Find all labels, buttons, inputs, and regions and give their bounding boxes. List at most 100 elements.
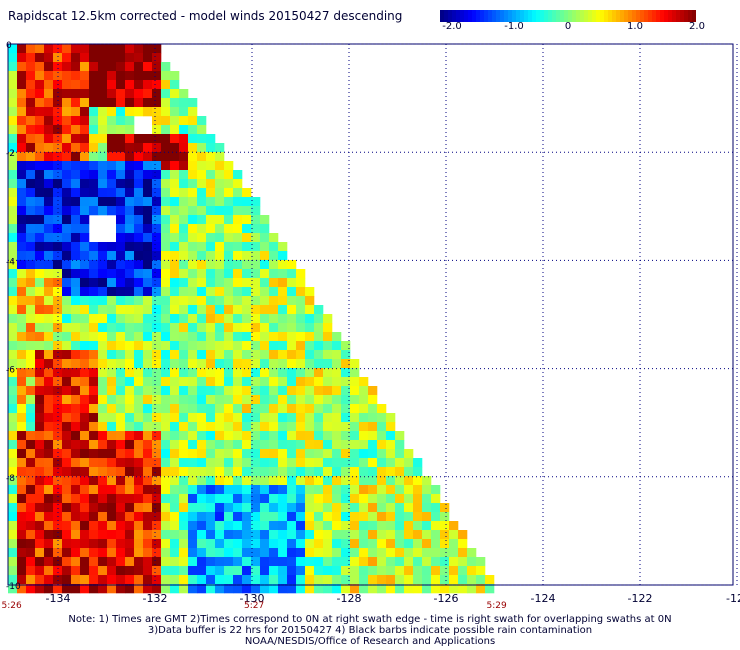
swath-cell: [71, 584, 81, 594]
swath-cell: [359, 557, 369, 567]
swath-cell: [80, 566, 90, 576]
colorbar-segment: [452, 10, 457, 22]
swath-cell: [467, 557, 477, 567]
swath-cell: [161, 269, 171, 279]
swath-cell: [332, 575, 342, 585]
colorbar-segment: [512, 10, 517, 22]
swath-cell: [116, 548, 126, 558]
swath-cell: [44, 179, 54, 189]
colorbar-segment: [552, 10, 557, 22]
swath-cell: [359, 566, 369, 576]
swath-cell: [314, 440, 324, 450]
colorbar-segment: [472, 10, 477, 22]
swath-cell: [53, 539, 63, 549]
swath-cell: [62, 296, 72, 306]
swath-cell: [395, 467, 405, 477]
swath-cell: [143, 521, 153, 531]
swath-cell: [215, 287, 225, 297]
swath-cell: [242, 539, 252, 549]
swath-cell: [8, 62, 18, 72]
swath-cell: [179, 188, 189, 198]
swath-cell: [179, 143, 189, 153]
swath-cell: [242, 260, 252, 270]
swath-cell: [17, 44, 27, 54]
swath-cell: [197, 314, 207, 324]
swath-cell: [116, 287, 126, 297]
swath-cell: [62, 422, 72, 432]
swath-cell: [233, 341, 243, 351]
swath-cell: [341, 350, 351, 360]
swath-cell: [134, 296, 144, 306]
plot-frame: [7, 43, 734, 586]
swath-cell: [8, 89, 18, 99]
colorbar-segment: [644, 10, 649, 22]
swath-cell: [170, 224, 180, 234]
swath-cell: [197, 161, 207, 171]
swath-cell: [71, 53, 81, 63]
swath-cell: [116, 431, 126, 441]
swath-cell: [26, 566, 36, 576]
swath-cell: [422, 548, 432, 558]
swath-cell: [53, 134, 63, 144]
swath-cell: [8, 98, 18, 108]
swath-cell: [278, 368, 288, 378]
swath-cell: [107, 71, 117, 81]
swath-cell: [26, 485, 36, 495]
swath-cell: [44, 404, 54, 414]
swath-cell: [53, 242, 63, 252]
swath-cell: [233, 566, 243, 576]
swath-cell: [287, 386, 297, 396]
swath-cell: [350, 548, 360, 558]
swath-cell: [215, 341, 225, 351]
swath-cell: [71, 476, 81, 486]
swath-cell: [314, 404, 324, 414]
swath-cell: [260, 278, 270, 288]
swath-cell: [197, 287, 207, 297]
swath-cell: [341, 539, 351, 549]
swath-cell: [125, 377, 135, 387]
swath-cell: [125, 134, 135, 144]
swath-cell: [62, 170, 72, 180]
swath-cell: [404, 548, 414, 558]
swath-cell: [341, 422, 351, 432]
swath-cell: [35, 53, 45, 63]
swath-cell: [170, 89, 180, 99]
swath-cell: [98, 143, 108, 153]
swath-cell: [80, 332, 90, 342]
swath-cell: [224, 431, 234, 441]
swath-cell: [134, 98, 144, 108]
swath-cell: [26, 287, 36, 297]
swath-cell: [125, 467, 135, 477]
swath-cell: [143, 233, 153, 243]
swath-cell: [188, 422, 198, 432]
lon-tick-label: -120: [726, 592, 740, 605]
swath-cell: [44, 170, 54, 180]
swath-cell: [62, 530, 72, 540]
swath-cell: [179, 539, 189, 549]
swath-cell: [89, 494, 99, 504]
swath-cell: [152, 458, 162, 468]
swath-cell: [170, 467, 180, 477]
swath-cell: [287, 449, 297, 459]
swath-cell: [242, 350, 252, 360]
swath-cell: [233, 260, 243, 270]
swath-cell: [143, 251, 153, 261]
swath-cell: [305, 566, 315, 576]
swath-cell: [179, 467, 189, 477]
swath-cell: [242, 584, 252, 594]
swath-cell: [386, 530, 396, 540]
swath-cell: [107, 341, 117, 351]
swath-cell: [197, 512, 207, 522]
swath-cell: [431, 503, 441, 513]
swath-cell: [80, 152, 90, 162]
swath-cell: [107, 206, 117, 216]
swath-cell: [134, 458, 144, 468]
swath-cell: [269, 530, 279, 540]
swath-cell: [62, 314, 72, 324]
swath-cell: [80, 413, 90, 423]
swath-cell: [431, 548, 441, 558]
swath-cell: [314, 359, 324, 369]
swath-cell: [8, 404, 18, 414]
swath-cell: [8, 179, 18, 189]
swath-cell: [242, 305, 252, 315]
